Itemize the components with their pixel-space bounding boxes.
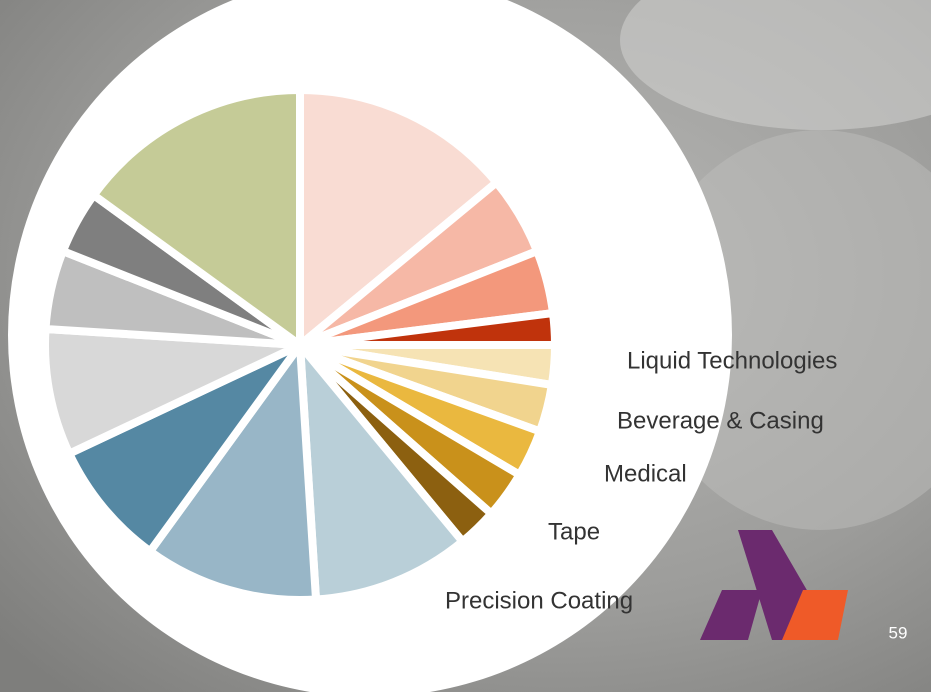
slice-label: Tape <box>548 518 600 545</box>
pie-slice <box>88 85 304 353</box>
pie-slice <box>296 85 503 354</box>
logo-mark <box>782 590 848 640</box>
pie-slice <box>295 332 469 604</box>
slice-label: Precision Coating <box>445 587 633 614</box>
pie-slice <box>144 333 321 604</box>
labels: Liquid Technologies Beverage & Casing Medi… <box>445 347 837 614</box>
pie <box>41 85 560 604</box>
slice-label: Beverage & Casing <box>617 407 824 434</box>
slice-label: Liquid Technologies <box>627 347 837 374</box>
page-number: 59 <box>889 623 908 642</box>
background-fabric <box>620 0 931 130</box>
pie-slice <box>63 341 304 557</box>
slice-label: Medical <box>604 460 687 487</box>
logo <box>700 530 848 640</box>
pie-slice <box>41 324 302 459</box>
logo-mark <box>700 590 762 640</box>
logo-mark <box>738 530 808 640</box>
